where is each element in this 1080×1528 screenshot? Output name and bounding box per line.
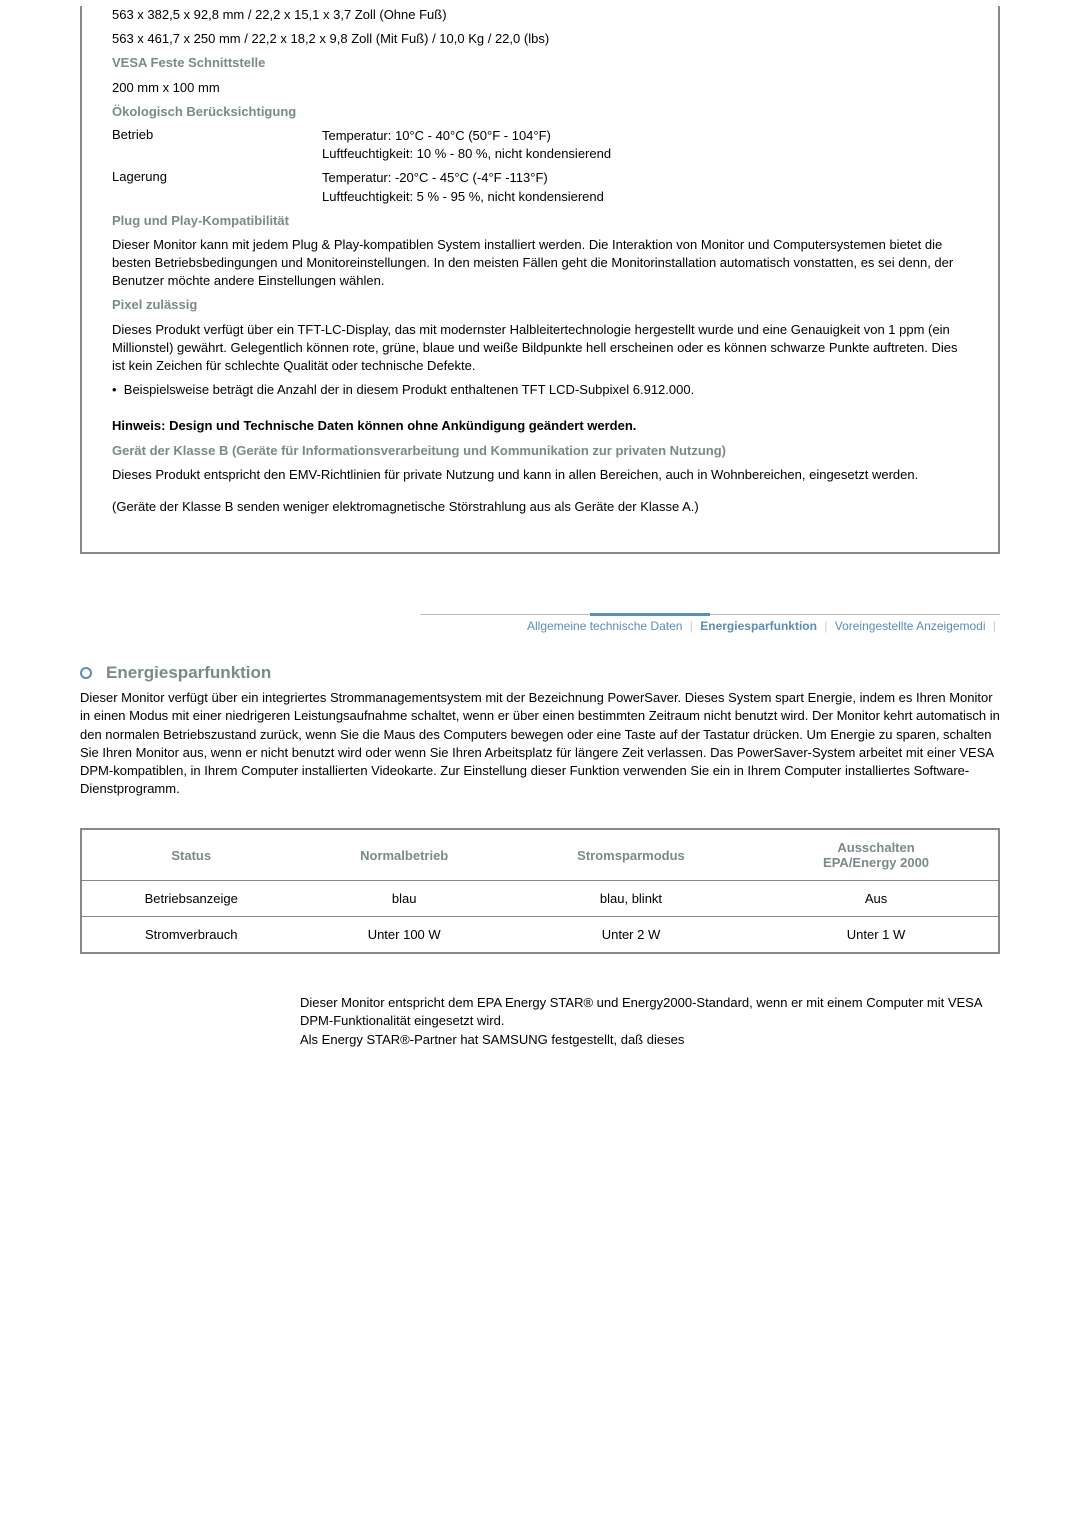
energy-title: Energiesparfunktion <box>106 663 271 683</box>
cell-r2c3: Unter 2 W <box>508 917 754 954</box>
pixel-body: Dieses Produkt verfügt über ein TFT-LC-D… <box>112 321 968 376</box>
footer-p2: Als Energy STAR®-Partner hat SAMSUNG fes… <box>300 1032 684 1047</box>
pixel-bullet: • Beispielsweise beträgt die Anzahl der … <box>112 381 968 399</box>
lagerung-humidity: Luftfeuchtigkeit: 5 % - 95 %, nicht kond… <box>322 189 604 204</box>
tabbar-active-segment <box>590 613 710 616</box>
footer-p1: Dieser Monitor entspricht dem EPA Energy… <box>300 995 982 1028</box>
tab-bar: Allgemeine technische Daten | Energiespa… <box>80 614 1000 633</box>
classb-heading: Gerät der Klasse B (Geräte für Informati… <box>112 442 968 460</box>
tab-sep-3: | <box>993 619 996 633</box>
tabbar-line <box>420 614 1000 615</box>
cell-r1c4: Aus <box>754 881 999 917</box>
tab-presets[interactable]: Voreingestellte Anzeigemodi <box>835 619 986 633</box>
classb-note: (Geräte der Klasse B senden weniger elek… <box>112 498 968 516</box>
table-row: Stromverbrauch Unter 100 W Unter 2 W Unt… <box>81 917 999 954</box>
betrieb-label: Betrieb <box>112 127 322 163</box>
energy-body: Dieser Monitor verfügt über ein integrie… <box>80 689 1000 798</box>
betrieb-value: Temperatur: 10°C - 40°C (50°F - 104°F) L… <box>322 127 968 163</box>
lagerung-value: Temperatur: -20°C - 45°C (-4°F -113°F) L… <box>322 169 968 205</box>
row-lagerung: Lagerung Temperatur: -20°C - 45°C (-4°F … <box>112 169 968 205</box>
lagerung-label: Lagerung <box>112 169 322 205</box>
dimensions-line1: 563 x 382,5 x 92,8 mm / 22,2 x 15,1 x 3,… <box>112 6 968 24</box>
th-savemode: Stromsparmodus <box>508 829 754 881</box>
cell-r1c3: blau, blinkt <box>508 881 754 917</box>
th-status: Status <box>81 829 301 881</box>
table-row: Betriebsanzeige blau blau, blinkt Aus <box>81 881 999 917</box>
classb-body: Dieses Produkt entspricht den EMV-Richtl… <box>112 466 968 484</box>
table-header-row: Status Normalbetrieb Stromsparmodus Auss… <box>81 829 999 881</box>
pixel-heading: Pixel zulässig <box>112 296 968 314</box>
vesa-value: 200 mm x 100 mm <box>112 79 968 97</box>
th-normal: Normalbetrieb <box>301 829 508 881</box>
tab-sep-1: | <box>690 619 693 633</box>
spec-box: 563 x 382,5 x 92,8 mm / 22,2 x 15,1 x 3,… <box>80 6 1000 554</box>
footer-text: Dieser Monitor entspricht dem EPA Energy… <box>300 994 1000 1049</box>
pnp-body: Dieser Monitor kann mit jedem Plug & Pla… <box>112 236 968 291</box>
env-heading: Ökologisch Berücksichtigung <box>112 103 968 121</box>
cell-r1c1: Betriebsanzeige <box>81 881 301 917</box>
tab-general[interactable]: Allgemeine technische Daten <box>527 619 682 633</box>
energy-title-row: Energiesparfunktion <box>80 663 1000 683</box>
bullet-icon <box>80 667 92 679</box>
th-off: Ausschalten EPA/Energy 2000 <box>754 829 999 881</box>
vesa-heading: VESA Feste Schnittstelle <box>112 54 968 72</box>
th-off-line1: Ausschalten <box>837 840 914 855</box>
cell-r2c1: Stromverbrauch <box>81 917 301 954</box>
pnp-heading: Plug und Play-Kompatibilität <box>112 212 968 230</box>
betrieb-humidity: Luftfeuchtigkeit: 10 % - 80 %, nicht kon… <box>322 146 611 161</box>
design-note: Hinweis: Design und Technische Daten kön… <box>112 417 968 435</box>
dimensions-line2: 563 x 461,7 x 250 mm / 22,2 x 18,2 x 9,8… <box>112 30 968 48</box>
tab-sep-2: | <box>824 619 827 633</box>
row-betrieb: Betrieb Temperatur: 10°C - 40°C (50°F - … <box>112 127 968 163</box>
tab-energy[interactable]: Energiesparfunktion <box>700 619 817 635</box>
th-off-line2: EPA/Energy 2000 <box>823 855 929 870</box>
cell-r2c2: Unter 100 W <box>301 917 508 954</box>
lagerung-temp: Temperatur: -20°C - 45°C (-4°F -113°F) <box>322 170 548 185</box>
cell-r2c4: Unter 1 W <box>754 917 999 954</box>
betrieb-temp: Temperatur: 10°C - 40°C (50°F - 104°F) <box>322 128 551 143</box>
power-table: Status Normalbetrieb Stromsparmodus Auss… <box>80 828 1000 954</box>
cell-r1c2: blau <box>301 881 508 917</box>
pixel-bullet-text: Beispielsweise beträgt die Anzahl der in… <box>124 382 694 397</box>
energy-section: Energiesparfunktion Dieser Monitor verfü… <box>80 663 1000 954</box>
